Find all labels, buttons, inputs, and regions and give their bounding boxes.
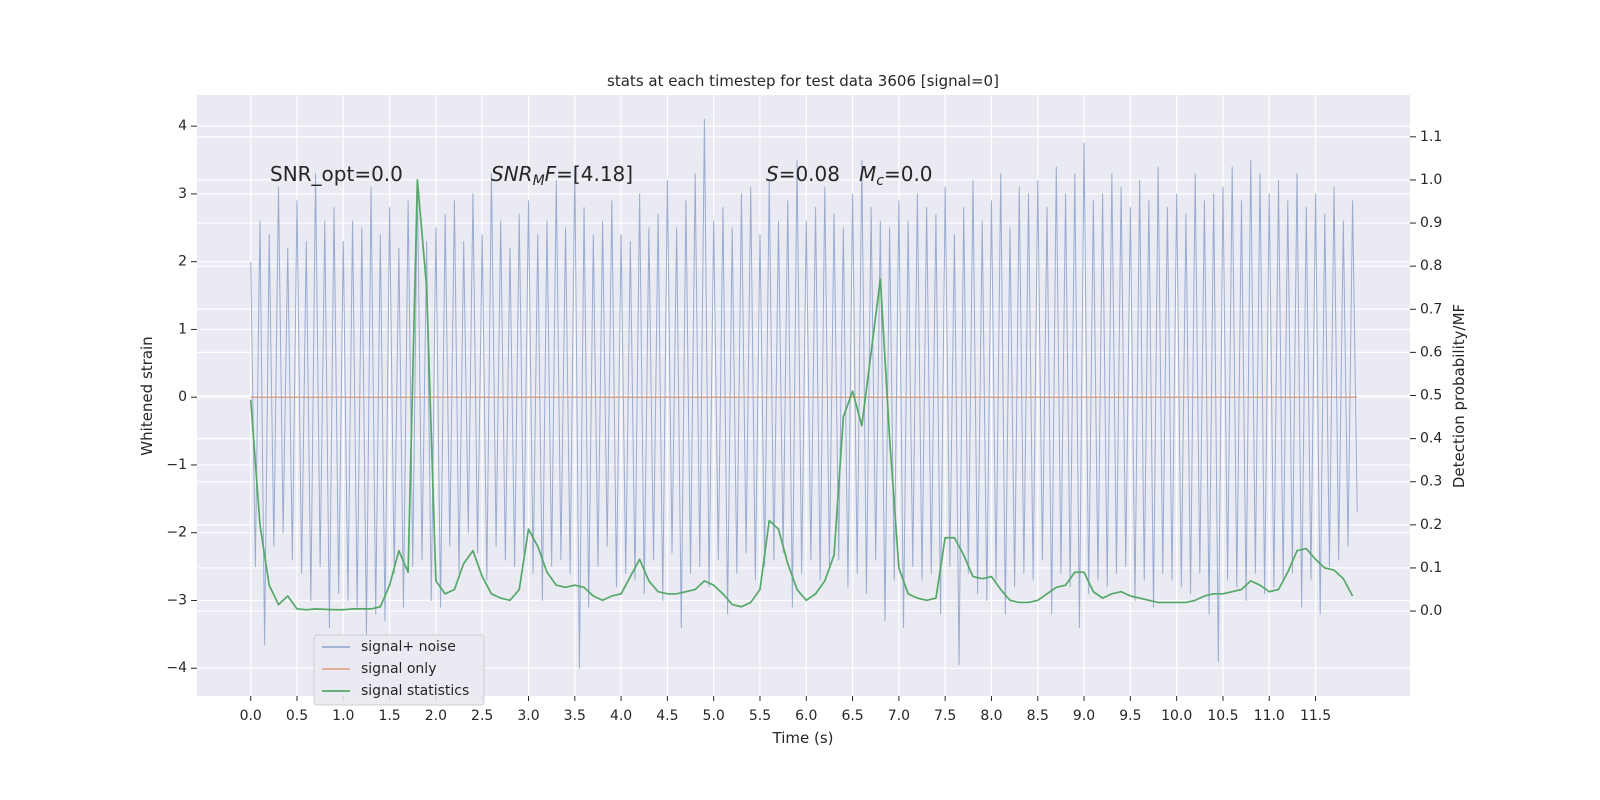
- y-tick-label: −2: [166, 525, 187, 541]
- x-tick-label: 11.5: [1300, 708, 1331, 724]
- annotation-part: M: [859, 162, 876, 186]
- y2-tick-label: 0.3: [1420, 474, 1442, 490]
- x-tick-label: 3.5: [564, 708, 586, 724]
- x-tick-label: 10.0: [1161, 708, 1192, 724]
- x-tick-label: 2.5: [471, 708, 493, 724]
- series-line: [250, 118, 1358, 669]
- y2-axis-label: Detection probability/MF: [1450, 304, 1468, 488]
- annotation-part: SNR_opt=0.0: [270, 162, 403, 186]
- chart-title: stats at each timestep for test data 360…: [607, 72, 999, 90]
- legend-label: signal only: [361, 661, 436, 677]
- y2-tick-label: 0.2: [1420, 517, 1442, 533]
- x-tick-label: 4.5: [656, 708, 678, 724]
- annotation: Mc=0.0: [859, 162, 933, 189]
- x-tick-label: 1.0: [332, 708, 354, 724]
- y-tick-label: 0: [178, 389, 187, 405]
- legend-label: signal statistics: [361, 683, 469, 699]
- annotation: SNR_opt=0.0: [270, 162, 403, 186]
- x-tick-label: 8.5: [1027, 708, 1049, 724]
- x-tick-label: 10.5: [1207, 708, 1238, 724]
- y2-tick-label: 1.1: [1420, 129, 1442, 145]
- annotation-part: S: [766, 162, 779, 186]
- annotation-part: M: [533, 173, 545, 189]
- x-tick-label: 0.0: [240, 708, 262, 724]
- annotation: SNRMF=[4.18]: [491, 162, 633, 189]
- y-tick-label: 3: [178, 186, 187, 202]
- y-tick-label: −1: [166, 457, 187, 473]
- annotation: S=0.08: [766, 162, 840, 186]
- x-tick-label: 6.5: [841, 708, 863, 724]
- y2-tick-label: 0.5: [1420, 388, 1442, 404]
- x-tick-label: 11.0: [1254, 708, 1285, 724]
- y2-tick-label: 0.8: [1420, 258, 1442, 274]
- y-tick-label: −4: [166, 660, 187, 676]
- x-tick-label: 9.5: [1119, 708, 1141, 724]
- x-tick-label: 5.5: [749, 708, 771, 724]
- x-tick-label: 2.0: [425, 708, 447, 724]
- y2-tick-label: 1.0: [1420, 172, 1442, 188]
- x-tick-label: 7.0: [888, 708, 910, 724]
- x-tick-label: 9.0: [1073, 708, 1095, 724]
- y2-tick-label: 0.4: [1420, 431, 1442, 447]
- y-tick-label: 1: [178, 321, 187, 337]
- annotation-part: F: [545, 162, 557, 186]
- annotation-part: =0.08: [779, 162, 840, 186]
- y-tick-label: −3: [166, 592, 187, 608]
- legend-box: [313, 634, 485, 706]
- legend: signal+ noise signal only signal statistic…: [313, 634, 485, 706]
- x-tick-label: 0.5: [286, 708, 308, 724]
- x-tick-label: 3.0: [517, 708, 539, 724]
- y2-tick-label: 0.0: [1420, 603, 1442, 619]
- x-tick-label: 6.0: [795, 708, 817, 724]
- x-tick-label: 4.0: [610, 708, 632, 724]
- y-tick-label: 4: [178, 118, 187, 134]
- series-line: [249, 179, 1354, 611]
- annotation-part: =[4.18]: [556, 162, 633, 186]
- y2-tick-label: 0.6: [1420, 344, 1442, 360]
- x-tick-label: 7.5: [934, 708, 956, 724]
- y2-tick-label: 0.9: [1420, 215, 1442, 231]
- y2-tick-label: 0.1: [1420, 560, 1442, 576]
- y2-tick-label: 0.7: [1420, 301, 1442, 317]
- x-tick-label: 8.0: [980, 708, 1002, 724]
- annotation-part: c: [876, 173, 884, 189]
- y-tick-label: 2: [178, 254, 187, 270]
- legend-label: signal+ noise: [361, 639, 456, 655]
- x-tick-label: 1.5: [378, 708, 400, 724]
- annotation-part: =0.0: [884, 162, 933, 186]
- y-axis-label: Whitened strain: [138, 336, 156, 455]
- x-tick-label: 5.0: [703, 708, 725, 724]
- x-axis-label: Time (s): [772, 729, 834, 747]
- annotation-part: SNR: [491, 162, 533, 186]
